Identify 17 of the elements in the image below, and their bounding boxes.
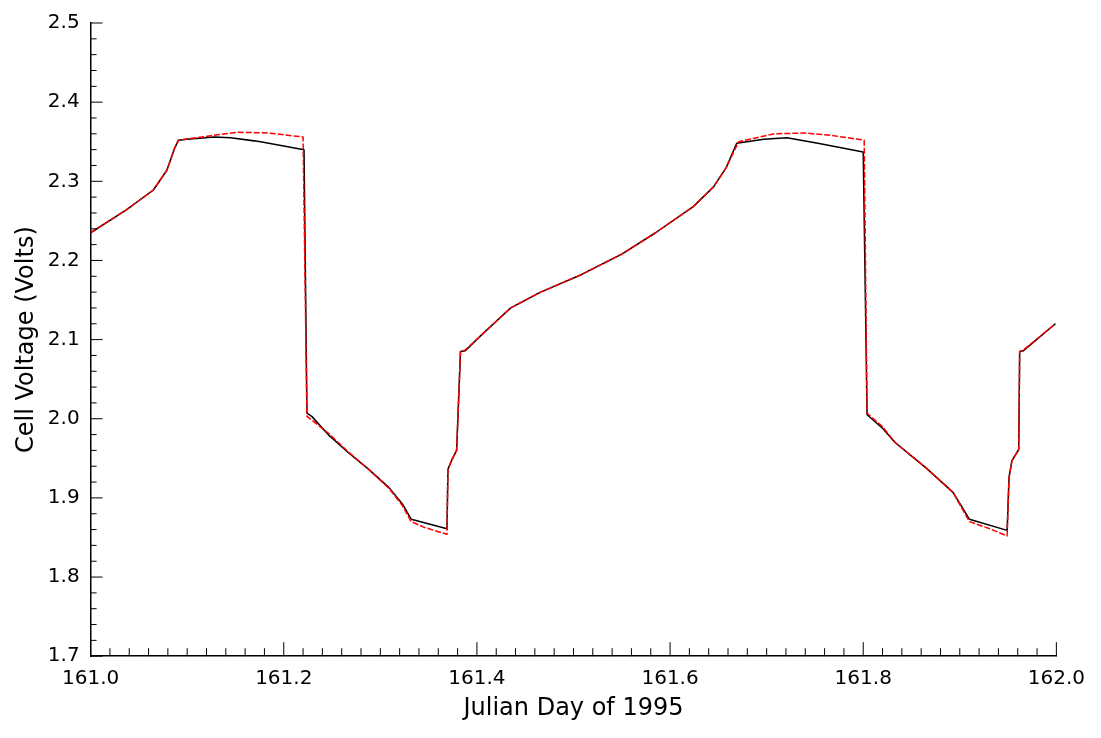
x-tick-label: 161.0	[61, 665, 120, 690]
y-axis-title: Cell Voltage (Volts)	[10, 226, 39, 453]
y-tick-label: 2.3	[47, 167, 80, 192]
y-tick-label: 2.2	[47, 246, 80, 271]
x-axis-title: Julian Day of 1995	[461, 692, 684, 721]
x-tick-label: 161.2	[255, 665, 313, 690]
y-tick-label: 1.7	[47, 642, 80, 667]
y-tick-label: 1.9	[47, 484, 80, 509]
y-tick-label: 1.8	[47, 563, 80, 588]
x-tick-label: 162.0	[1027, 665, 1085, 690]
x-tick-label: 161.4	[448, 665, 506, 690]
x-tick-label: 161.6	[641, 665, 699, 690]
x-tick-label: 161.8	[834, 665, 892, 690]
y-tick-label: 2.4	[47, 88, 80, 113]
y-tick-label: 2.5	[47, 9, 80, 34]
y-tick-label: 2.0	[47, 404, 80, 429]
y-tick-label: 2.1	[47, 325, 80, 350]
